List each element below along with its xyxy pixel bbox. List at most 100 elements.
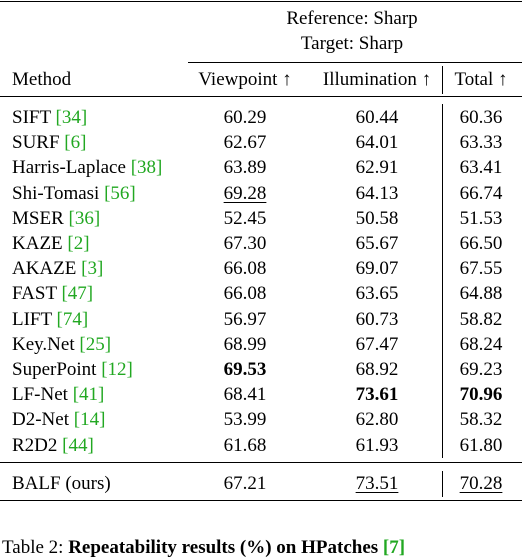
- citation: [38]: [130, 157, 163, 179]
- column-divider: [442, 471, 443, 497]
- value-cell: 66.74: [459, 182, 503, 204]
- caption-label: Table 2:: [2, 537, 64, 558]
- citation-number: 6: [70, 132, 81, 154]
- citation-number: 34: [61, 107, 81, 128]
- value-cell: 60.44: [355, 107, 399, 128]
- citation: [47]: [61, 283, 94, 305]
- method-cell: SURF [6]: [12, 132, 86, 154]
- caption: Table 2: Repeatability results (%) on HP…: [2, 537, 405, 559]
- citation-number: 74: [62, 308, 82, 330]
- method-name: Shi-Tomasi: [12, 182, 100, 204]
- value-cell: 60.29: [223, 107, 267, 128]
- citation-number: 44: [68, 434, 88, 456]
- method-name: KAZE: [12, 233, 63, 254]
- citation: [44]: [62, 434, 94, 456]
- method-name: AKAZE: [12, 258, 77, 280]
- value-cell: 68.41: [223, 384, 267, 406]
- citation: [6]: [64, 132, 87, 154]
- value-cell: 58.82: [459, 308, 503, 330]
- column-divider: [442, 104, 443, 458]
- method-cell: LIFT [74]: [12, 309, 88, 331]
- citation: [56]: [104, 182, 136, 204]
- method-cell: Key.Net [25]: [12, 334, 111, 356]
- value-cell: 63.89: [223, 157, 267, 179]
- group-header: Target: Sharp: [300, 33, 404, 54]
- value-cell: 73.61: [355, 384, 399, 406]
- column-header: Viewpoint ↑: [198, 69, 292, 90]
- method-name: SuperPoint: [12, 359, 97, 380]
- value-cell: 53.99: [223, 409, 267, 431]
- method-cell: FAST [47]: [12, 283, 93, 305]
- value-cell: 63.33: [459, 132, 503, 154]
- column-header: Method: [12, 69, 72, 90]
- method-cell: SIFT [34]: [12, 107, 87, 129]
- value-cell: 67.21: [223, 473, 267, 494]
- method-name: SIFT: [12, 107, 51, 128]
- citation: [3]: [81, 258, 104, 280]
- value-cell: 63.65: [355, 283, 399, 305]
- value-cell: 60.73: [355, 308, 399, 330]
- value-cell: 62.80: [355, 409, 399, 431]
- value-cell: 56.97: [223, 308, 267, 330]
- value-cell: 64.01: [355, 132, 399, 154]
- column-header: Illumination ↑: [322, 69, 432, 90]
- bottom-rule: [0, 500, 522, 501]
- value-cell: 64.13: [355, 182, 399, 204]
- value-cell: 50.58: [355, 207, 399, 229]
- citation: [2]: [67, 233, 90, 254]
- method-cell: MSER [36]: [12, 208, 100, 230]
- citation: [12]: [101, 359, 133, 380]
- method-name: SURF: [12, 132, 60, 154]
- method-cell: Shi-Tomasi [56]: [12, 183, 136, 205]
- citation: [14]: [73, 409, 106, 431]
- method-name: LF-Net: [12, 384, 68, 406]
- value-cell: 66.08: [223, 283, 267, 305]
- citation: [74]: [56, 308, 89, 330]
- citation-number: 3: [87, 258, 97, 280]
- header-rule: [0, 96, 522, 97]
- value-cell: 60.36: [459, 107, 503, 128]
- caption-citation-number: 7: [389, 537, 399, 558]
- final-rule: [0, 462, 522, 463]
- method-cell: R2D2 [44]: [12, 435, 94, 457]
- method-name: Harris-Laplace: [12, 157, 126, 179]
- value-cell: 62.67: [223, 132, 267, 154]
- caption-citation: [7]: [382, 537, 406, 558]
- column-divider: [442, 66, 443, 94]
- method-cell: KAZE [2]: [12, 233, 90, 255]
- value-cell: 73.51: [355, 473, 399, 494]
- citation: [34]: [55, 107, 88, 128]
- group-header: Reference: Sharp: [286, 8, 418, 29]
- value-cell: 69.07: [355, 258, 399, 280]
- value-cell: 67.55: [459, 258, 503, 280]
- citation-number: 12: [107, 359, 127, 380]
- method-name: LIFT: [12, 308, 52, 330]
- value-cell: 61.80: [459, 434, 503, 456]
- method-name: D2-Net: [12, 409, 69, 431]
- citation-number: 2: [73, 233, 84, 254]
- citation-number: 56: [110, 182, 130, 204]
- value-cell: 61.68: [223, 434, 267, 456]
- citation: [36]: [68, 207, 101, 229]
- value-cell: 51.53: [459, 207, 503, 229]
- value-cell: 52.45: [223, 207, 267, 229]
- citation-number: 14: [80, 409, 100, 431]
- citation-number: 41: [79, 384, 99, 406]
- top-rule: [0, 1, 522, 2]
- value-cell: 67.47: [355, 333, 399, 355]
- value-cell: 70.28: [459, 473, 503, 494]
- column-header: Total ↑: [454, 69, 508, 90]
- value-cell: 63.41: [459, 157, 503, 179]
- value-cell: 64.88: [459, 283, 503, 305]
- method-name: Key.Net: [12, 333, 75, 355]
- method-name: BALF (ours): [12, 473, 111, 494]
- citation-number: 38: [137, 157, 157, 179]
- citation: [25]: [79, 333, 112, 355]
- value-cell: 62.91: [355, 157, 399, 179]
- method-name: R2D2: [12, 434, 58, 456]
- value-cell: 70.96: [459, 384, 503, 406]
- value-cell: 68.99: [223, 333, 267, 355]
- value-cell: 69.28: [223, 182, 267, 204]
- method-name: MSER: [12, 207, 64, 229]
